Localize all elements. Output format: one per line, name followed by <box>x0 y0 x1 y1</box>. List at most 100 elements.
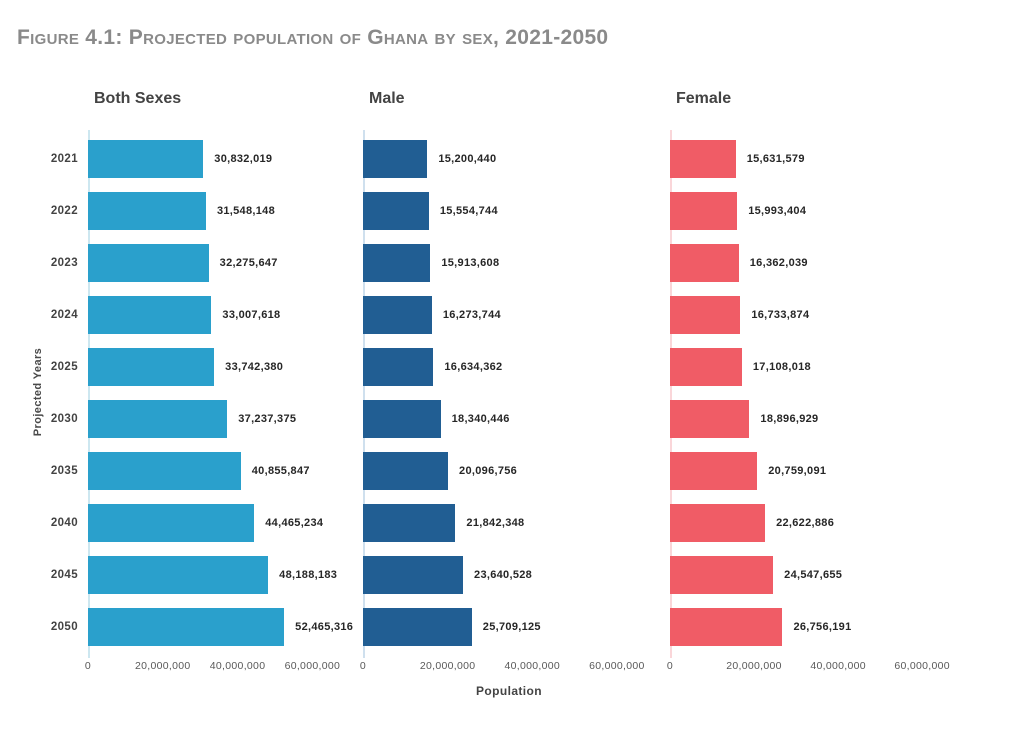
bar-2045 <box>88 556 269 594</box>
bar-row-2040: 44,465,234 <box>88 497 346 549</box>
year-label: 2025 <box>50 361 78 373</box>
x-tick-label: 0 <box>359 660 367 672</box>
bar-value-label: 16,362,039 <box>749 257 808 269</box>
panel-title-both-sexes: Both Sexes <box>94 90 182 107</box>
bar-value-label: 15,993,404 <box>748 205 807 217</box>
year-axis: 2021 2022 2023 2024 2025 2030 2035 2040 2045 2050 <box>0 133 78 653</box>
bar-value-label: 24,547,655 <box>784 569 843 581</box>
bar-value-label: 17,108,018 <box>752 361 811 373</box>
y-axis-line <box>670 130 672 658</box>
bar-2021 <box>88 140 204 178</box>
x-tick-label: 20,000,000 <box>135 660 191 672</box>
bar-value-label: 16,634,362 <box>444 361 503 373</box>
bar-value-label: 33,007,618 <box>222 309 281 321</box>
bar-2022 <box>88 192 206 230</box>
bar-2024 <box>670 296 741 334</box>
bar-value-label: 30,832,019 <box>214 153 273 165</box>
bar-value-label: 15,913,608 <box>441 257 500 269</box>
panel-title-male: Male <box>369 90 405 107</box>
year-label: 2045 <box>50 569 78 581</box>
x-tick-label: 40,000,000 <box>810 660 866 672</box>
x-axis-ticks-female: 0 20,000,000 40,000,000 60,000,000 <box>667 660 960 676</box>
bar-2030 <box>88 400 228 438</box>
y-axis-line <box>88 130 90 658</box>
bar-row-2023: 32,275,647 <box>88 237 346 289</box>
bar-row-2025: 17,108,018 <box>670 341 960 393</box>
bar-2021 <box>670 140 736 178</box>
bar-value-label: 33,742,380 <box>225 361 284 373</box>
panel-title-female: Female <box>676 90 732 107</box>
bar-row-2023: 15,913,608 <box>363 237 655 289</box>
panel-female: Female 15,631,579 15,993,404 16,362,039 16,… <box>667 90 960 690</box>
bar-2024 <box>88 296 212 334</box>
bar-value-label: 18,340,446 <box>451 413 510 425</box>
bar-row-2024: 16,273,744 <box>363 289 655 341</box>
bar-row-2021: 15,631,579 <box>670 133 960 185</box>
bar-2023 <box>363 244 431 282</box>
x-tick-label: 20,000,000 <box>726 660 782 672</box>
bar-value-label: 18,896,929 <box>760 413 819 425</box>
bars-female: 15,631,579 15,993,404 16,362,039 16,733,874… <box>670 133 960 653</box>
bar-row-2021: 15,200,440 <box>363 133 655 185</box>
year-label: 2035 <box>50 465 78 477</box>
bar-2023 <box>670 244 739 282</box>
bar-row-2022: 15,993,404 <box>670 185 960 237</box>
x-tick-label: 20,000,000 <box>419 660 476 672</box>
bar-row-2024: 33,007,618 <box>88 289 346 341</box>
bar-value-label: 15,554,744 <box>439 205 498 217</box>
bar-row-2045: 48,188,183 <box>88 549 346 601</box>
bar-row-2045: 24,547,655 <box>670 549 960 601</box>
bar-value-label: 22,622,886 <box>776 517 835 529</box>
bar-value-label: 48,188,183 <box>279 569 338 581</box>
bar-row-2022: 15,554,744 <box>363 185 655 237</box>
bar-2025 <box>363 348 434 386</box>
x-tick-label: 40,000,000 <box>209 660 266 672</box>
bar-value-label: 37,237,375 <box>238 413 297 425</box>
bar-2040 <box>670 504 766 542</box>
bar-row-2021: 30,832,019 <box>88 133 346 185</box>
bar-value-label: 16,733,874 <box>751 309 810 321</box>
bar-value-label: 31,548,148 <box>216 205 276 217</box>
bar-2025 <box>88 348 215 386</box>
bar-2025 <box>670 348 742 386</box>
bar-2050 <box>88 608 285 646</box>
bar-2035 <box>88 452 241 490</box>
bar-value-label: 40,855,847 <box>251 465 310 477</box>
bar-value-label: 20,759,091 <box>768 465 827 477</box>
bar-2023 <box>88 244 209 282</box>
bar-row-2035: 20,759,091 <box>670 445 960 497</box>
bar-value-label: 20,096,756 <box>459 465 518 477</box>
bar-row-2025: 16,634,362 <box>363 341 655 393</box>
bar-row-2050: 25,709,125 <box>363 601 655 653</box>
bars-male: 15,200,440 15,554,744 15,913,608 16,273,744… <box>363 133 655 653</box>
bar-2021 <box>363 140 428 178</box>
bar-row-2024: 16,733,874 <box>670 289 960 341</box>
bar-2024 <box>363 296 432 334</box>
year-label: 2023 <box>50 257 78 269</box>
year-label: 2022 <box>50 205 78 217</box>
x-axis-ticks-both-sexes: 0 20,000,000 40,000,000 60,000,000 <box>85 660 346 676</box>
bar-2045 <box>363 556 464 594</box>
bar-value-label: 21,842,348 <box>466 517 525 529</box>
year-label: 2040 <box>50 517 78 529</box>
year-label: 2021 <box>50 153 78 165</box>
bar-row-2050: 52,465,316 <box>88 601 353 653</box>
x-tick-label: 60,000,000 <box>894 660 950 672</box>
bar-2030 <box>363 400 441 438</box>
bar-row-2045: 23,640,528 <box>363 549 655 601</box>
x-tick-label: 40,000,000 <box>504 660 561 672</box>
x-axis-ticks-male: 0 20,000,000 40,000,000 60,000,000 <box>359 660 655 676</box>
bar-row-2030: 18,896,929 <box>670 393 960 445</box>
bar-value-label: 32,275,647 <box>219 257 278 269</box>
bar-row-2035: 40,855,847 <box>88 445 346 497</box>
y-axis-line <box>363 130 365 658</box>
x-tick-label: 60,000,000 <box>589 660 645 672</box>
bar-2030 <box>670 400 750 438</box>
bar-2035 <box>363 452 449 490</box>
bar-value-label: 15,631,579 <box>746 153 805 165</box>
panel-male: Male 15,200,440 15,554,744 15,913,608 16,27… <box>359 90 655 690</box>
bar-row-2023: 16,362,039 <box>670 237 960 289</box>
bar-2022 <box>670 192 738 230</box>
